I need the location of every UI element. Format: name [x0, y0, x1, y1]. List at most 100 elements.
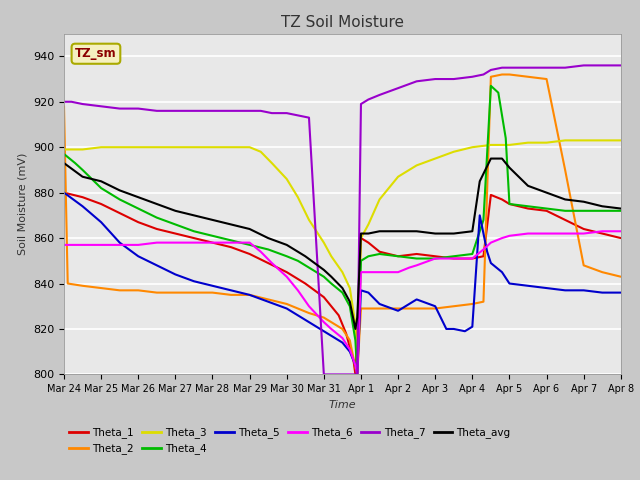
Theta_4 — [346, 303, 354, 309]
Theta_5 — [339, 340, 346, 346]
Theta_3 — [351, 322, 359, 327]
Theta_6 — [498, 235, 506, 241]
Theta_1 — [60, 190, 68, 195]
Theta_1 — [246, 251, 253, 257]
Theta_4 — [479, 217, 487, 223]
Theta_1 — [116, 210, 124, 216]
Theta_2 — [339, 326, 346, 332]
Theta_7 — [561, 65, 569, 71]
Theta_3 — [246, 144, 253, 150]
Theta_6 — [598, 228, 606, 234]
Theta_4 — [351, 337, 359, 343]
Theta_5 — [442, 326, 450, 332]
Theta_avg — [376, 228, 383, 234]
Theta_2 — [97, 285, 105, 291]
Theta_5 — [476, 213, 484, 218]
Theta_4 — [190, 228, 198, 234]
Theta_1 — [598, 231, 606, 237]
Theta_3 — [190, 144, 198, 150]
Theta_avg — [209, 217, 216, 223]
Theta_6 — [294, 288, 301, 293]
Theta_6 — [357, 269, 365, 275]
Legend: Theta_1, Theta_2, Theta_3, Theta_4, Theta_5, Theta_6, Theta_7, Theta_avg: Theta_1, Theta_2, Theta_3, Theta_4, Thet… — [69, 427, 511, 455]
Theta_5 — [346, 349, 354, 355]
Theta_1 — [450, 256, 458, 262]
Theta_3 — [468, 144, 476, 150]
Theta_6 — [413, 263, 420, 268]
Theta_1 — [365, 240, 372, 245]
Theta_3 — [450, 149, 458, 155]
Theta_1 — [172, 231, 179, 237]
Theta_2 — [431, 306, 439, 312]
Theta_avg — [346, 299, 354, 305]
Theta_2 — [153, 290, 161, 296]
Theta_7 — [487, 67, 495, 73]
Theta_4 — [116, 197, 124, 203]
Theta_1 — [335, 312, 342, 318]
Theta_5 — [246, 292, 253, 298]
Theta_5 — [413, 297, 420, 302]
Theta_2 — [283, 301, 291, 307]
Theta_3 — [487, 142, 495, 148]
Theta_5 — [328, 333, 335, 339]
Theta_5 — [487, 260, 495, 266]
Theta_5 — [450, 326, 458, 332]
Theta_7 — [79, 101, 86, 107]
Theta_5 — [264, 299, 272, 305]
Theta_avg — [543, 190, 550, 195]
Theta_1 — [394, 253, 402, 259]
Theta_2 — [506, 72, 513, 77]
Theta_6 — [394, 269, 402, 275]
Theta_3 — [172, 144, 179, 150]
Theta_avg — [357, 231, 365, 237]
Theta_avg — [617, 205, 625, 211]
Theta_5 — [97, 219, 105, 225]
Theta_2 — [598, 269, 606, 275]
Theta_4 — [365, 253, 372, 259]
Theta_4 — [357, 258, 365, 264]
Theta_6 — [227, 240, 235, 245]
Theta_avg — [283, 242, 291, 248]
Theta_avg — [79, 174, 86, 180]
Theta_1 — [349, 358, 357, 364]
Theta_6 — [190, 240, 198, 245]
Theta_2 — [172, 290, 179, 296]
Theta_avg — [320, 267, 328, 273]
Theta_3 — [294, 194, 301, 200]
Theta_4 — [450, 253, 458, 259]
Theta_avg — [394, 228, 402, 234]
Theta_6 — [353, 372, 361, 377]
Theta_4 — [134, 205, 142, 211]
Theta_6 — [524, 231, 532, 237]
Y-axis label: Soil Moisture (mV): Soil Moisture (mV) — [17, 153, 28, 255]
Theta_6 — [479, 247, 487, 252]
Theta_2 — [450, 303, 458, 309]
Theta_2 — [353, 372, 361, 377]
Theta_3 — [116, 144, 124, 150]
Theta_6 — [79, 242, 86, 248]
Theta_6 — [305, 303, 313, 309]
Theta_avg — [431, 231, 439, 237]
Theta_2 — [468, 301, 476, 307]
Theta_6 — [580, 231, 588, 237]
Theta_6 — [346, 347, 354, 352]
Theta_6 — [405, 265, 413, 271]
Theta_7 — [479, 72, 487, 77]
Theta_5 — [506, 281, 513, 287]
Theta_4 — [561, 208, 569, 214]
Theta_1 — [79, 194, 86, 200]
Theta_avg — [227, 222, 235, 228]
Theta_6 — [351, 362, 359, 368]
Theta_1 — [543, 208, 550, 214]
Theta_7 — [268, 110, 276, 116]
Theta_6 — [339, 335, 346, 341]
Theta_avg — [97, 179, 105, 184]
Theta_7 — [172, 108, 179, 114]
Theta_6 — [283, 274, 291, 279]
Theta_6 — [468, 256, 476, 262]
Theta_3 — [339, 269, 346, 275]
Theta_5 — [294, 312, 301, 318]
Theta_3 — [305, 217, 313, 223]
Theta_2 — [617, 274, 625, 279]
Theta_2 — [543, 76, 550, 82]
